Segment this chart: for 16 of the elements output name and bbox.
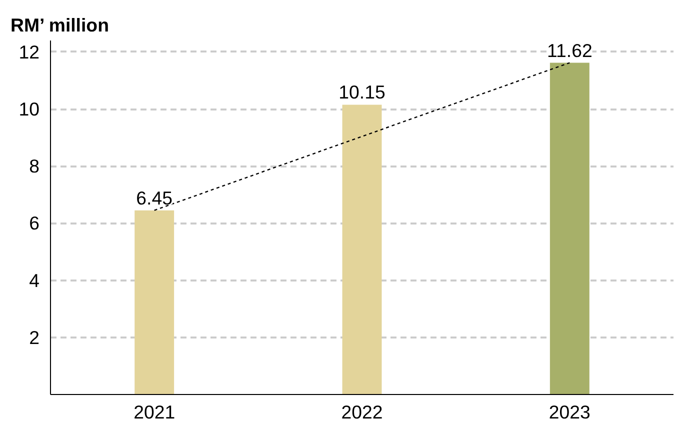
y-tick-label: 2 xyxy=(29,326,40,348)
x-tick-label: 2022 xyxy=(341,402,383,421)
bar xyxy=(134,210,174,394)
y-tick-label: 6 xyxy=(29,212,40,234)
data-label: 11.62 xyxy=(547,40,592,61)
bar xyxy=(550,62,590,394)
x-tick-label: 2023 xyxy=(548,402,590,421)
y-tick-label: 4 xyxy=(29,270,40,291)
x-tick-label: 2021 xyxy=(134,402,176,421)
data-label: 10.15 xyxy=(338,82,386,103)
y-axis-title: RM’ million xyxy=(10,14,109,36)
data-label: 6.45 xyxy=(136,187,172,208)
y-tick-label: 12 xyxy=(18,41,40,62)
y-tick-label: 10 xyxy=(18,98,40,120)
y-tick-label: 8 xyxy=(29,156,40,177)
bar xyxy=(342,104,382,394)
